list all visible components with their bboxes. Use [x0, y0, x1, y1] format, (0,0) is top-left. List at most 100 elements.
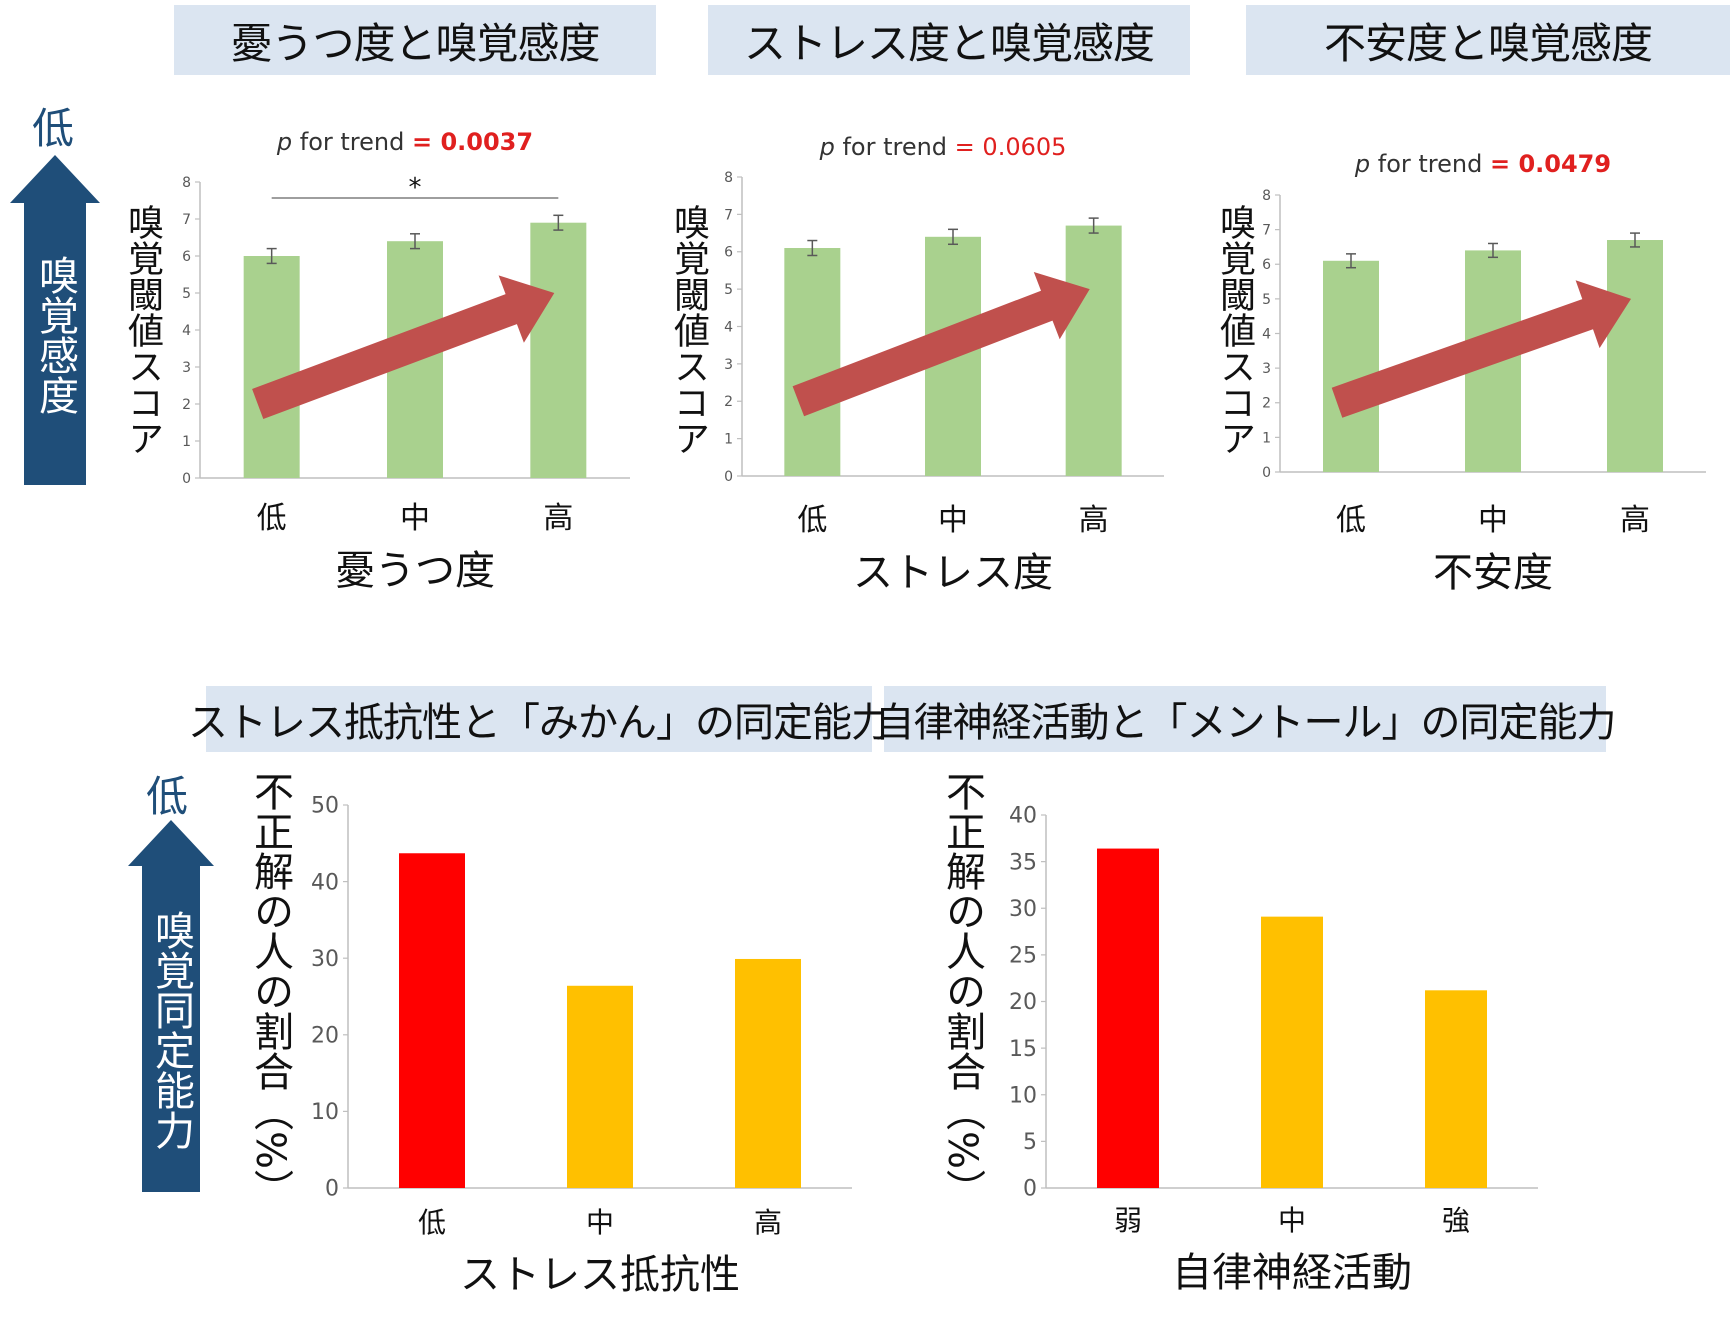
- y-tick-label: 0: [1023, 1177, 1037, 1202]
- y-tick-label: 20: [311, 1024, 339, 1049]
- y-tick-label: 30: [311, 947, 339, 972]
- category-label: 高: [1620, 503, 1650, 538]
- top-arrow-label: 嗅覚感度: [32, 255, 78, 415]
- y-tick-label: 5: [724, 282, 733, 298]
- x-axis-title: 不安度: [1433, 550, 1553, 596]
- bottom-arrow-icon: [128, 820, 214, 1192]
- category-label: 高: [1079, 503, 1109, 538]
- y-tick-label: 5: [1262, 292, 1271, 308]
- bar-3: [1065, 225, 1122, 476]
- bar-1: [784, 248, 841, 476]
- y-tick-label: 3: [1262, 361, 1271, 377]
- y-tick-label: 7: [182, 212, 191, 228]
- y-tick-label: 3: [724, 357, 733, 373]
- y-tick-label: 6: [1262, 257, 1271, 273]
- category-label: 中: [1478, 503, 1508, 538]
- trend-arrow-icon: [252, 275, 555, 419]
- y-tick-label: 40: [1009, 804, 1037, 829]
- y-tick-label: 2: [182, 397, 191, 413]
- bar-3: [1607, 240, 1663, 472]
- category-label: 中: [400, 501, 430, 536]
- x-axis-title: 憂うつ度: [335, 548, 495, 594]
- x-axis-title: ストレス度: [853, 550, 1053, 596]
- y-tick-label: 7: [724, 207, 733, 223]
- y-tick-label: 8: [1262, 188, 1271, 204]
- y-tick-label: 50: [311, 794, 339, 819]
- bar-3: [530, 222, 587, 478]
- bar-1: [243, 256, 300, 478]
- y-tick-label: 0: [325, 1177, 339, 1202]
- chart5-ylabel: 不正解の人の割合（%）: [939, 771, 985, 1210]
- y-tick-label: 1: [724, 432, 733, 448]
- y-tick-label: 8: [182, 175, 191, 191]
- y-tick-label: 4: [1262, 326, 1271, 342]
- y-tick-label: 6: [182, 249, 191, 265]
- x-axis-title: 自律神経活動: [1172, 1250, 1412, 1296]
- y-tick-label: 5: [1023, 1130, 1037, 1155]
- top-title-1: 憂うつ度と嗅覚感度: [174, 5, 656, 75]
- bar-1: [1097, 848, 1159, 1188]
- y-tick-label: 2: [1262, 396, 1271, 412]
- y-tick-label: 2: [724, 394, 733, 410]
- category-label: 低: [1336, 503, 1366, 538]
- bottom-title-1: ストレス抵抗性と「みかん」の同定能力: [188, 686, 891, 752]
- bar-3: [735, 958, 801, 1188]
- y-tick-label: 35: [1009, 850, 1037, 875]
- y-tick-label: 1: [182, 434, 191, 450]
- bottom-title-2: 自律神経活動と「メントール」の同定能力: [875, 686, 1617, 752]
- y-tick-label: 8: [724, 170, 733, 186]
- y-tick-label: 40: [311, 870, 339, 895]
- y-tick-label: 4: [724, 319, 733, 335]
- bottom-arrow-low-label: 低: [146, 772, 189, 821]
- top-title-2: ストレス度と嗅覚感度: [708, 5, 1190, 75]
- y-tick-label: 0: [182, 471, 191, 487]
- category-label: 強: [1442, 1204, 1470, 1237]
- chart4-ylabel: 不正解の人の割合（%）: [247, 771, 293, 1210]
- bar-1: [1323, 260, 1379, 472]
- p-trend-label: p for trend = 0.0479: [1354, 150, 1611, 178]
- top-title-3: 不安度と嗅覚感度: [1246, 5, 1730, 75]
- chart1-ylabel: 嗅覚閾値スコア: [122, 204, 163, 456]
- trend-arrow-icon: [1331, 280, 1631, 418]
- y-tick-label: 0: [724, 469, 733, 485]
- category-label: 中: [1278, 1204, 1306, 1237]
- y-tick-label: 25: [1009, 944, 1037, 969]
- category-label: 低: [257, 501, 287, 536]
- bar-2: [567, 985, 633, 1188]
- y-tick-label: 10: [311, 1100, 339, 1125]
- y-tick-label: 7: [1262, 223, 1271, 239]
- trend-arrow-icon: [792, 272, 1090, 417]
- category-label: 高: [543, 501, 573, 536]
- category-label: 高: [754, 1206, 782, 1239]
- p-trend-label: p for trend = 0.0605: [819, 133, 1067, 161]
- y-tick-label: 15: [1009, 1037, 1037, 1062]
- category-label: 低: [797, 503, 827, 538]
- y-tick-label: 30: [1009, 897, 1037, 922]
- x-axis-title: ストレス抵抗性: [460, 1252, 740, 1298]
- y-tick-label: 3: [182, 360, 191, 376]
- y-tick-label: 1: [1262, 430, 1271, 446]
- bar-3: [1425, 990, 1487, 1188]
- bar-2: [1261, 916, 1323, 1188]
- y-tick-label: 6: [724, 245, 733, 261]
- y-tick-label: 0: [1262, 465, 1271, 481]
- y-tick-label: 10: [1009, 1083, 1037, 1108]
- category-label: 中: [586, 1206, 614, 1239]
- chart3-ylabel: 嗅覚閾値スコア: [1214, 204, 1255, 456]
- p-trend-label: p for trend = 0.0037: [276, 128, 533, 156]
- category-label: 中: [938, 503, 968, 538]
- bottom-arrow-label: 嗅覚同定能力: [148, 910, 194, 1150]
- category-label: 弱: [1114, 1204, 1142, 1237]
- category-label: 低: [418, 1206, 446, 1239]
- top-arrow-low-label: 低: [32, 104, 75, 153]
- y-tick-label: 4: [182, 323, 191, 339]
- bar-1: [399, 853, 465, 1188]
- significance-label: *: [409, 173, 422, 203]
- top-arrow-icon: [10, 155, 100, 485]
- y-tick-label: 5: [182, 286, 191, 302]
- chart2-ylabel: 嗅覚閾値スコア: [668, 204, 709, 456]
